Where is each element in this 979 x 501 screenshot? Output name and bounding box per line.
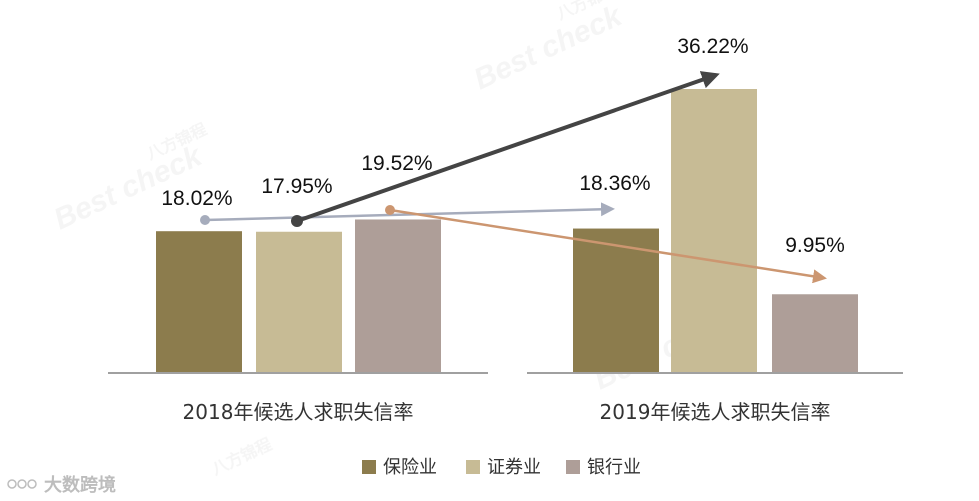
legend-swatch (362, 460, 376, 474)
legend-label: 保险业 (383, 457, 437, 478)
trend-arrow-start-dot (385, 205, 395, 215)
watermark-cn-4: 八方锦程 (208, 434, 275, 479)
brand-logo: 大数跨境 (7, 474, 116, 495)
legend-swatch (566, 460, 580, 474)
value-label: 9.95% (785, 234, 845, 257)
bar-1-证券业 (256, 231, 342, 372)
bar-2-证券业 (671, 89, 757, 372)
watermark-en-2: Best check (469, 0, 628, 96)
legend-label: 银行业 (587, 457, 641, 478)
value-label: 36.22% (677, 35, 748, 58)
value-label: 17.95% (261, 175, 332, 198)
value-label: 19.52% (361, 152, 432, 175)
trend-arrow-保险业 (204, 202, 615, 222)
bar-1-保险业 (156, 231, 242, 372)
trend-arrow-start-dot (200, 215, 210, 225)
category-label: 2018年候选人求职失信率 (183, 400, 414, 424)
brand-logo-text: 大数跨境 (44, 474, 116, 495)
bar-2-银行业 (772, 294, 858, 372)
legend-swatch (466, 460, 480, 474)
trend-arrow-start-dot (291, 215, 303, 227)
legend-label: 证券业 (487, 457, 541, 478)
value-label: 18.02% (161, 187, 232, 210)
value-label: 18.36% (579, 172, 650, 195)
bar-1-银行业 (355, 219, 441, 372)
bar-2-保险业 (573, 228, 659, 372)
trend-arrow-证券业 (296, 71, 720, 223)
category-label: 2019年候选人求职失信率 (600, 400, 831, 424)
trend-arrow-银行业 (389, 208, 827, 284)
